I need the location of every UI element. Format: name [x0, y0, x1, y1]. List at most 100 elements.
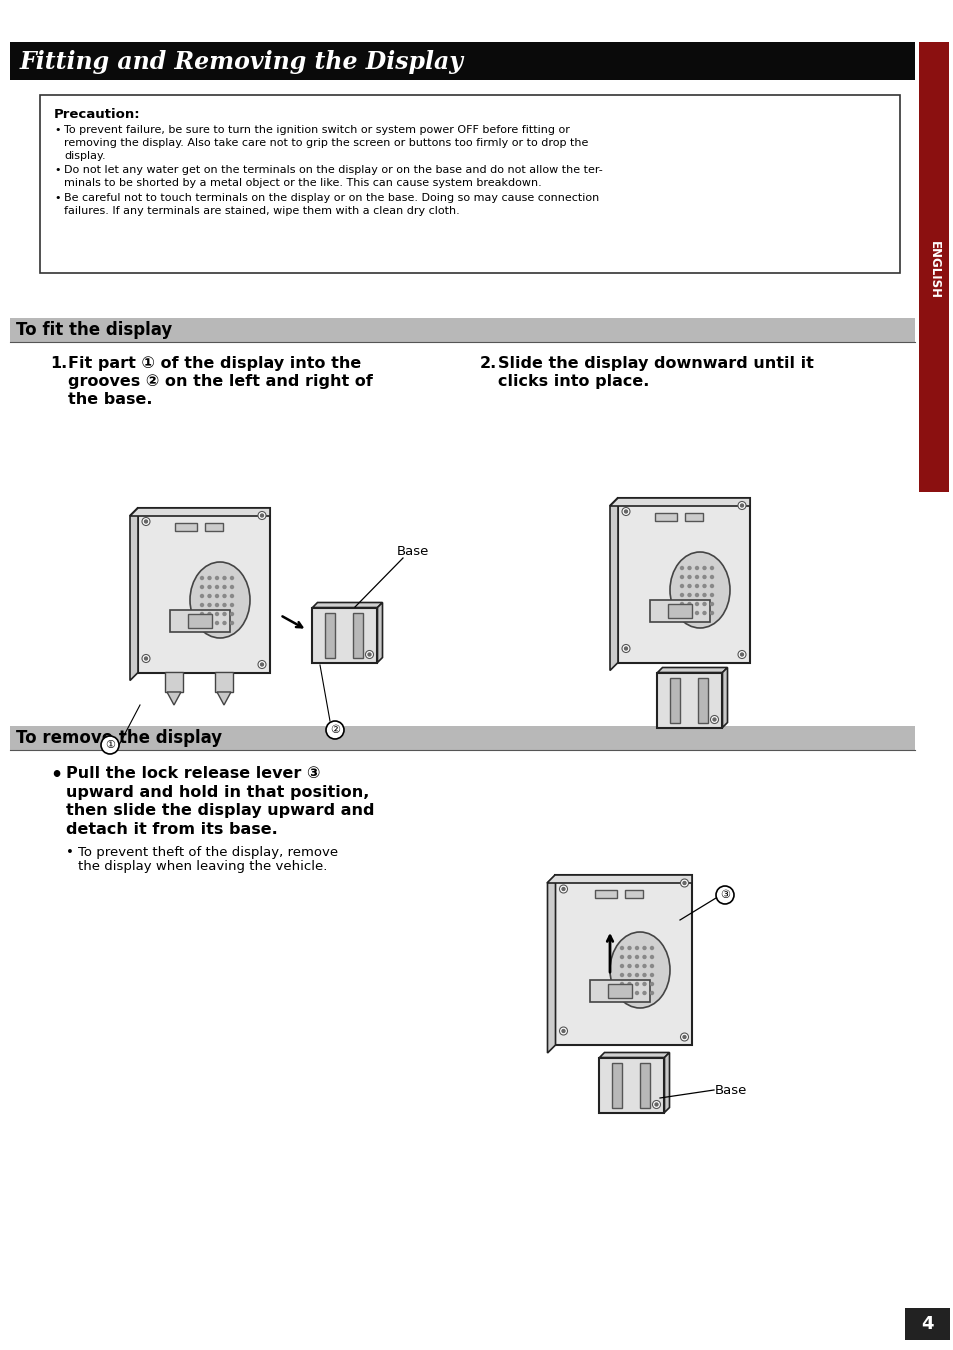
Polygon shape: [130, 508, 138, 680]
Circle shape: [223, 594, 226, 598]
Circle shape: [142, 517, 150, 525]
Text: ③: ③: [720, 890, 729, 900]
Circle shape: [619, 983, 623, 986]
Circle shape: [215, 586, 218, 589]
Text: Base: Base: [714, 1084, 746, 1096]
Polygon shape: [664, 1053, 669, 1112]
Text: the display when leaving the vehicle.: the display when leaving the vehicle.: [78, 860, 327, 873]
Circle shape: [642, 973, 645, 976]
Circle shape: [716, 886, 733, 904]
Circle shape: [682, 882, 685, 884]
Bar: [669, 678, 679, 722]
Circle shape: [642, 946, 645, 949]
Text: To fit the display: To fit the display: [16, 321, 172, 339]
Text: •: •: [54, 166, 60, 176]
Circle shape: [208, 621, 211, 625]
Bar: [205, 522, 223, 531]
Bar: [657, 672, 721, 728]
Circle shape: [710, 594, 713, 597]
Circle shape: [627, 991, 630, 995]
Circle shape: [695, 575, 698, 579]
Circle shape: [142, 655, 150, 663]
Circle shape: [687, 594, 690, 597]
Circle shape: [679, 879, 688, 887]
Circle shape: [695, 602, 698, 606]
Text: Base: Base: [396, 545, 429, 558]
Ellipse shape: [609, 931, 669, 1008]
Circle shape: [687, 612, 690, 614]
Bar: [40, 95, 899, 273]
Text: display.: display.: [64, 151, 106, 161]
Bar: [10, 319, 914, 342]
Circle shape: [144, 657, 148, 660]
Circle shape: [231, 621, 233, 625]
Circle shape: [619, 946, 623, 949]
Text: Be careful not to touch terminals on the display or on the base. Doing so may ca: Be careful not to touch terminals on the…: [64, 193, 598, 202]
Circle shape: [682, 1035, 685, 1038]
Circle shape: [650, 991, 653, 995]
Circle shape: [215, 603, 218, 606]
Circle shape: [231, 613, 233, 616]
Circle shape: [642, 991, 645, 995]
Bar: [595, 890, 617, 898]
Text: then slide the display upward and: then slide the display upward and: [66, 803, 375, 818]
Circle shape: [650, 956, 653, 958]
Polygon shape: [609, 498, 749, 505]
Text: detach it from its base.: detach it from its base.: [66, 822, 277, 837]
Bar: [649, 599, 709, 622]
Circle shape: [695, 594, 698, 597]
Text: •: •: [54, 126, 60, 135]
Bar: [589, 980, 649, 1002]
Polygon shape: [657, 667, 727, 672]
Circle shape: [627, 973, 630, 976]
Circle shape: [619, 956, 623, 958]
Text: upward and hold in that position,: upward and hold in that position,: [66, 784, 369, 799]
Circle shape: [635, 946, 638, 949]
Bar: [655, 513, 677, 521]
Circle shape: [738, 651, 745, 659]
Text: •: •: [66, 846, 73, 859]
Circle shape: [650, 964, 653, 968]
Circle shape: [710, 716, 718, 724]
Text: failures. If any terminals are stained, wipe them with a clean dry cloth.: failures. If any terminals are stained, …: [64, 205, 459, 216]
Circle shape: [650, 946, 653, 949]
Circle shape: [619, 991, 623, 995]
Circle shape: [702, 602, 705, 606]
Circle shape: [695, 567, 698, 570]
Circle shape: [619, 964, 623, 968]
Text: 2.: 2.: [479, 356, 497, 371]
Text: •: •: [50, 765, 62, 784]
Circle shape: [101, 736, 119, 755]
Circle shape: [200, 594, 203, 598]
Circle shape: [200, 603, 203, 606]
Circle shape: [702, 612, 705, 614]
Circle shape: [635, 983, 638, 986]
Circle shape: [710, 585, 713, 587]
Text: To prevent failure, be sure to turn the ignition switch or system power OFF befo: To prevent failure, be sure to turn the …: [64, 126, 569, 135]
Circle shape: [144, 520, 148, 522]
Circle shape: [365, 651, 374, 659]
Circle shape: [231, 576, 233, 579]
Bar: [667, 603, 691, 618]
Bar: [904, 1308, 949, 1341]
Circle shape: [642, 964, 645, 968]
Circle shape: [215, 594, 218, 598]
Circle shape: [702, 567, 705, 570]
Bar: [10, 726, 914, 751]
Circle shape: [687, 585, 690, 587]
Circle shape: [687, 575, 690, 579]
Bar: [612, 1062, 621, 1107]
Polygon shape: [377, 602, 382, 663]
Bar: [639, 1062, 649, 1107]
Text: To remove the display: To remove the display: [16, 729, 222, 747]
Text: Fit part ① of the display into the: Fit part ① of the display into the: [68, 356, 361, 371]
Circle shape: [223, 586, 226, 589]
Circle shape: [624, 647, 627, 649]
Circle shape: [738, 501, 745, 509]
Circle shape: [231, 586, 233, 589]
Text: grooves ② on the left and right of: grooves ② on the left and right of: [68, 374, 373, 389]
Text: clicks into place.: clicks into place.: [497, 374, 649, 389]
Circle shape: [223, 603, 226, 606]
Text: To prevent theft of the display, remove: To prevent theft of the display, remove: [78, 846, 337, 859]
Circle shape: [679, 594, 682, 597]
